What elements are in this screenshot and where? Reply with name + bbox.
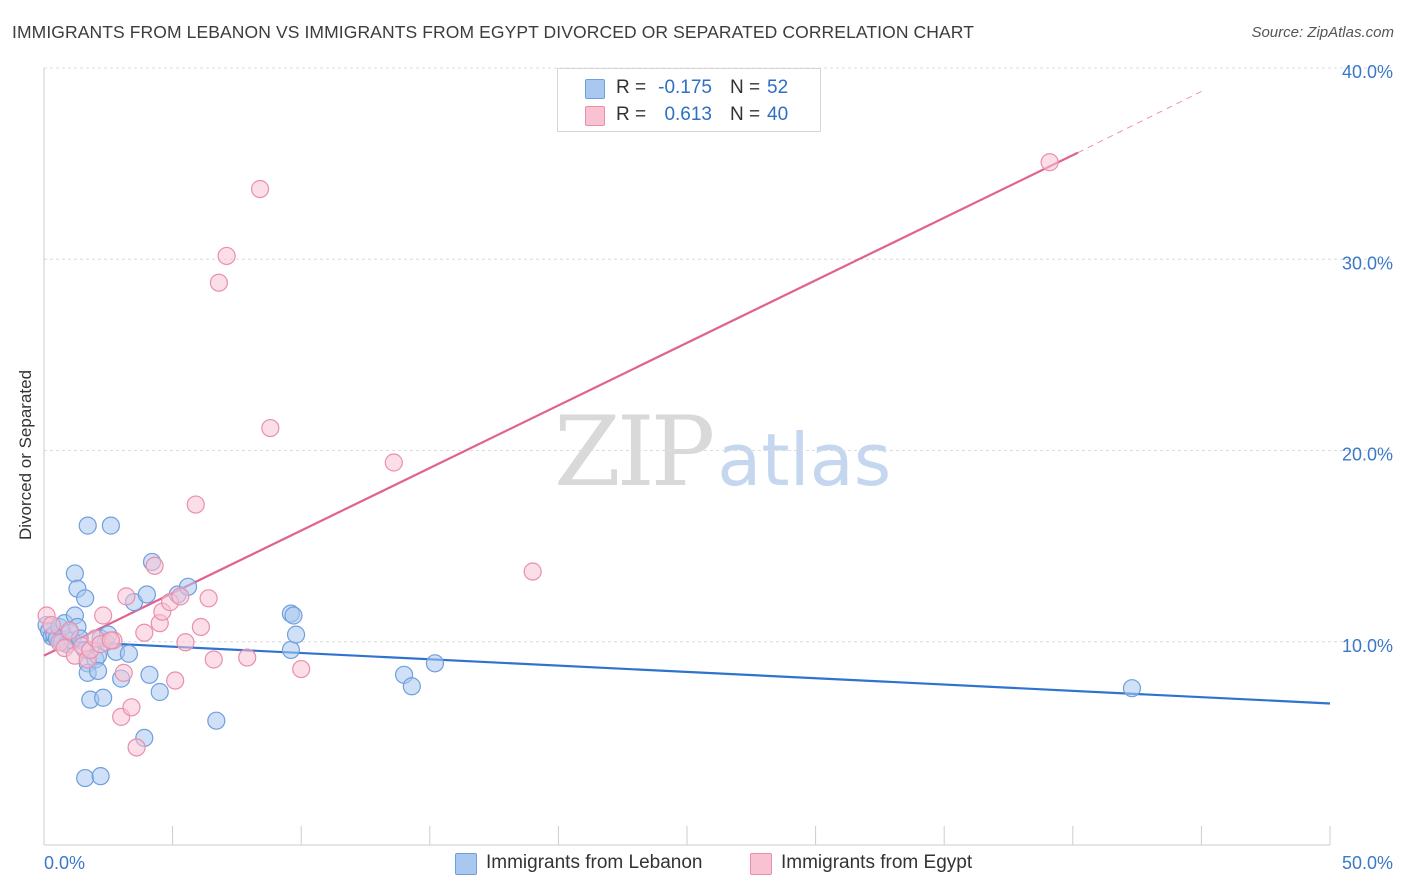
- lebanon-point: [150, 682, 169, 702]
- gridlines: [44, 67, 1392, 643]
- egypt-point: [127, 738, 146, 757]
- legend-r-label: R =: [616, 77, 647, 98]
- egypt-point: [191, 617, 210, 637]
- axes: [43, 68, 1331, 846]
- lebanon-point: [78, 516, 97, 535]
- egypt-point: [101, 631, 120, 650]
- legend-r-value-egypt: 0.613: [664, 104, 712, 125]
- egypt-point: [261, 418, 280, 438]
- y-tick-label: 20.0%: [1342, 445, 1393, 465]
- lebanon-point: [101, 516, 120, 535]
- legend-n-label: N =: [730, 104, 761, 125]
- lebanon-point: [286, 625, 306, 644]
- lebanon-point: [137, 585, 156, 604]
- lebanon-point: [94, 688, 113, 707]
- legend-n-value-lebanon: 52: [767, 77, 789, 98]
- correlation-legend: R = -0.175 N = 52 R = 0.613 N = 40: [557, 68, 821, 132]
- egypt-point: [114, 663, 133, 682]
- egypt-point: [42, 615, 61, 635]
- y-tick-label: 40.0%: [1342, 62, 1393, 82]
- egypt-point: [166, 671, 185, 690]
- tick-labels: 10.0% 20.0% 30.0% 40.0% 0.0% 50.0%: [44, 62, 1393, 873]
- lebanon-point: [284, 606, 303, 625]
- egypt-point: [122, 698, 141, 717]
- data-points: [37, 153, 1142, 788]
- chart-title: IMMIGRANTS FROM LEBANON VS IMMIGRANTS FR…: [12, 22, 974, 42]
- egypt-point: [250, 179, 270, 199]
- x-tick-label-min: 0.0%: [44, 853, 85, 873]
- watermark-atlas: atlas: [717, 418, 892, 502]
- lebanon-point: [207, 711, 226, 730]
- egypt-point: [186, 495, 205, 514]
- lebanon-point: [1122, 679, 1142, 698]
- series-swatch-egypt: [750, 853, 772, 875]
- lebanon-point: [281, 640, 301, 660]
- egypt-point: [209, 273, 228, 292]
- y-tick-label: 10.0%: [1342, 636, 1393, 656]
- legend-swatch-lebanon: [585, 79, 605, 99]
- egypt-point: [384, 453, 403, 472]
- legend-r-label: R =: [616, 104, 647, 125]
- legend-r-value-lebanon: -0.175: [658, 77, 712, 98]
- lebanon-point: [425, 654, 445, 673]
- lebanon-point: [140, 665, 159, 684]
- legend-swatch-egypt: [585, 106, 605, 126]
- y-axis-label: Divorced or Separated: [16, 369, 35, 541]
- watermark: ZIPatlas: [554, 404, 891, 501]
- egypt-point: [117, 587, 136, 606]
- egypt-trend-extension: [1077, 91, 1202, 154]
- lebanon-point: [76, 589, 95, 608]
- egypt-point: [60, 621, 79, 640]
- legend-n-value-egypt: 40: [767, 104, 789, 125]
- egypt-point: [171, 587, 190, 606]
- trend-lines: [43, 91, 1331, 705]
- egypt-point: [523, 562, 542, 581]
- lebanon-point: [119, 644, 138, 663]
- egypt-trend-line: [43, 151, 1079, 657]
- egypt-point: [135, 623, 154, 642]
- series-swatch-lebanon: [455, 853, 477, 875]
- legend-n-label: N =: [730, 77, 761, 98]
- series-label-egypt: Immigrants from Egypt: [781, 852, 973, 873]
- lebanon-point: [76, 768, 95, 788]
- egypt-point: [292, 659, 311, 679]
- x-tick-label-max: 50.0%: [1342, 853, 1393, 873]
- lebanon-point: [402, 677, 421, 696]
- lebanon-point: [91, 767, 110, 786]
- egypt-point: [1040, 153, 1059, 172]
- egypt-point: [217, 246, 236, 266]
- egypt-point: [94, 606, 113, 625]
- source-credit: Source: ZipAtlas.com: [1251, 24, 1394, 41]
- egypt-point: [238, 648, 257, 667]
- watermark-zip: ZIP: [554, 396, 715, 508]
- egypt-point: [204, 650, 223, 669]
- lebanon-point: [65, 564, 84, 583]
- lebanon-point: [88, 661, 108, 681]
- lebanon-trend-line: [43, 639, 1331, 705]
- y-tick-label: 30.0%: [1342, 253, 1393, 273]
- series-label-lebanon: Immigrants from Lebanon: [486, 852, 703, 873]
- egypt-point: [199, 589, 218, 608]
- egypt-point: [145, 556, 164, 575]
- egypt-point: [176, 633, 195, 652]
